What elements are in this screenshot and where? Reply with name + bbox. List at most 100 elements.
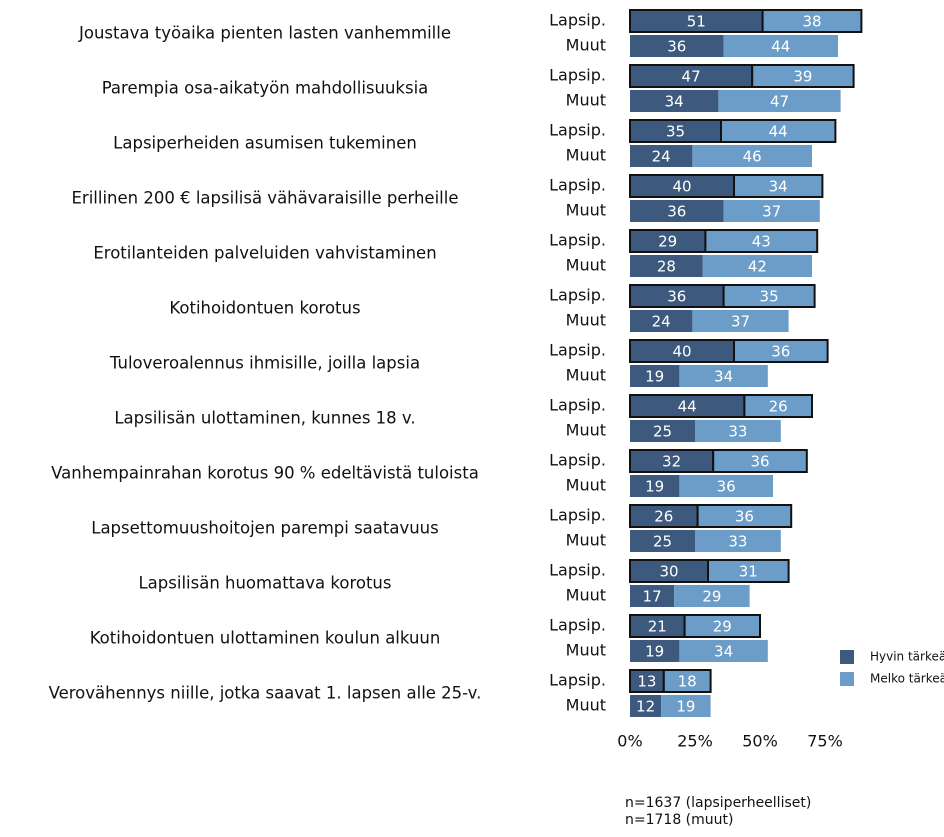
value-label: 19: [645, 368, 664, 386]
bar-segment: [630, 35, 724, 57]
value-label: 33: [728, 533, 747, 551]
legend-swatch: [840, 672, 854, 686]
group-label: Muut: [566, 91, 606, 110]
bar-segment: [695, 530, 781, 552]
value-label: 17: [643, 588, 662, 606]
legend-swatch: [840, 650, 854, 664]
value-label: 31: [739, 563, 758, 581]
value-label: 34: [714, 368, 733, 386]
value-label: 38: [802, 13, 821, 31]
bar-segment: [630, 475, 680, 497]
bar-segment: [630, 310, 693, 332]
x-tick-label: 0%: [617, 732, 642, 751]
value-label: 33: [728, 423, 747, 441]
note: n=1718 (muut): [625, 812, 733, 828]
value-label: 47: [682, 68, 701, 86]
bar-segment: [630, 200, 724, 222]
value-label: 46: [743, 148, 762, 166]
value-label: 21: [648, 618, 667, 636]
legend-label: Hyvin tärkeä: [870, 650, 944, 664]
value-label: 26: [654, 508, 673, 526]
bar-segment: [630, 640, 680, 662]
bar-segment: [630, 420, 695, 442]
bar-segment: [630, 145, 693, 167]
value-label: 24: [652, 313, 671, 331]
group-label: Lapsip.: [549, 396, 606, 415]
bar-segment: [679, 365, 768, 387]
value-label: 34: [665, 93, 684, 111]
bar-segment: [761, 9, 863, 33]
value-label: 43: [752, 233, 771, 251]
category-label: Parempia osa-aikatyön mahdollisuuksia: [102, 79, 429, 98]
x-tick-label: 25%: [677, 732, 713, 751]
bar-segment: [720, 119, 837, 143]
group-label: Muut: [566, 366, 606, 385]
value-label: 39: [793, 68, 812, 86]
legend-label: Melko tärkeä: [870, 672, 944, 686]
bar-segment: [723, 200, 820, 222]
bar-segment: [679, 640, 768, 662]
value-label: 44: [771, 38, 790, 56]
category-label: Lapsettomuushoitojen parempi saatavuus: [91, 519, 439, 538]
bar-segment: [630, 255, 703, 277]
group-label: Lapsip.: [549, 506, 606, 525]
note: n=1637 (lapsiperheelliset): [625, 795, 811, 811]
value-label: 34: [769, 178, 788, 196]
bar-segment: [723, 35, 838, 57]
bar-segment: [733, 339, 829, 363]
group-label: Muut: [566, 476, 606, 495]
bar-segment: [692, 145, 812, 167]
group-label: Muut: [566, 421, 606, 440]
group-label: Muut: [566, 201, 606, 220]
bar-segment: [630, 695, 662, 717]
value-label: 37: [731, 313, 750, 331]
value-label: 32: [662, 453, 681, 471]
value-label: 19: [676, 698, 695, 716]
value-label: 40: [672, 343, 691, 361]
bar-segment: [704, 229, 819, 253]
category-label: Lapsilisän ulottaminen, kunnes 18 v.: [114, 409, 415, 428]
bar-segment: [743, 394, 814, 418]
category-label: Lapsilisän huomattava korotus: [138, 574, 391, 593]
bar-segment: [630, 90, 719, 112]
value-label: 24: [652, 148, 671, 166]
value-label: 36: [771, 343, 790, 361]
value-label: 25: [653, 533, 672, 551]
value-label: 42: [748, 258, 767, 276]
value-label: 18: [678, 673, 697, 691]
bar-segment: [674, 585, 750, 607]
bar-segment: [718, 90, 841, 112]
bar-segment: [662, 669, 712, 693]
group-label: Muut: [566, 531, 606, 550]
value-label: 47: [770, 93, 789, 111]
group-label: Lapsip.: [549, 561, 606, 580]
group-label: Muut: [566, 256, 606, 275]
bar-segment: [630, 365, 680, 387]
x-tick-label: 75%: [807, 732, 843, 751]
bar-segment: [661, 695, 711, 717]
bar-segment: [683, 614, 761, 638]
bar-segment: [722, 284, 816, 308]
bar-segment: [751, 64, 855, 88]
group-label: Muut: [566, 311, 606, 330]
value-label: 44: [678, 398, 697, 416]
bar-segment: [692, 310, 789, 332]
value-label: 12: [636, 698, 655, 716]
bar-segment: [712, 449, 808, 473]
bar-segment: [695, 420, 781, 442]
value-label: 36: [750, 453, 769, 471]
bar-segment: [630, 585, 675, 607]
bar-segment: [702, 255, 812, 277]
value-label: 36: [717, 478, 736, 496]
value-label: 35: [760, 288, 779, 306]
value-label: 25: [653, 423, 672, 441]
bar-segment: [630, 530, 695, 552]
value-label: 19: [645, 478, 664, 496]
group-label: Muut: [566, 586, 606, 605]
category-label: Erotilanteiden palveluiden vahvistaminen: [93, 244, 436, 263]
value-label: 26: [769, 398, 788, 416]
category-label: Joustava työaika pienten lasten vanhemmi…: [78, 24, 451, 43]
category-label: Kotihoidontuen korotus: [169, 299, 360, 318]
group-label: Lapsip.: [549, 11, 606, 30]
value-label: 29: [702, 588, 721, 606]
